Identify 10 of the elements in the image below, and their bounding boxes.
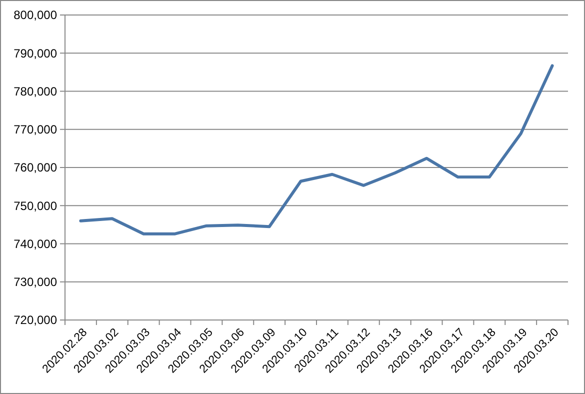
line-series bbox=[79, 64, 554, 236]
y-tick-label: 760,000 bbox=[14, 160, 58, 175]
y-tick-label: 750,000 bbox=[14, 198, 58, 213]
y-tick-label: 720,000 bbox=[14, 313, 58, 328]
y-tick-label: 770,000 bbox=[14, 122, 58, 137]
y-tick-label: 780,000 bbox=[14, 84, 58, 98]
y-tick-label: 740,000 bbox=[14, 236, 58, 251]
y-tick-label: 730,000 bbox=[14, 275, 58, 290]
y-tick-label: 790,000 bbox=[14, 46, 58, 60]
y-tick-label: 800,000 bbox=[14, 8, 58, 22]
